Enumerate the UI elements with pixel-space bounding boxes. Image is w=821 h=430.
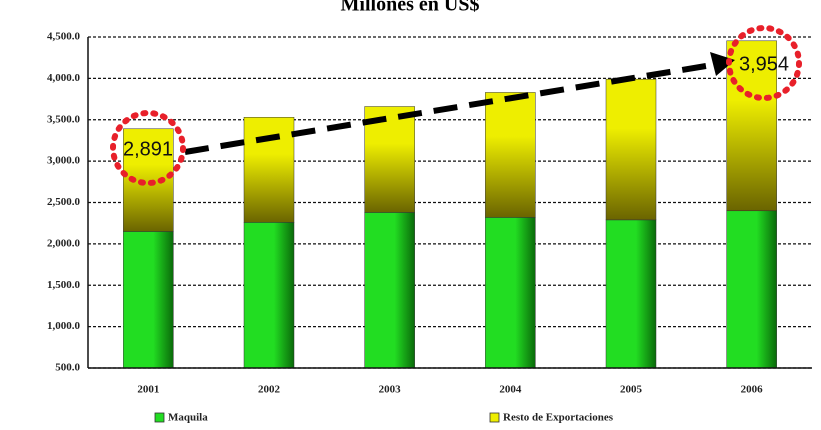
bar-segment: [485, 92, 536, 218]
plot-area: 500.0 1,000.0 1,500.0 2,000.0 2,500.0 3,000.0…: [47, 31, 812, 424]
y-tick-label: 1,500.0: [47, 279, 81, 291]
y-tick-label: 4,000.0: [47, 72, 81, 84]
trend-arrow: [184, 61, 719, 155]
bar-segment: [726, 210, 777, 369]
x-tick-label: 2004: [499, 384, 522, 396]
bar-segment: [485, 217, 536, 369]
y-tick-label: 500.0: [55, 362, 80, 374]
x-tick-label: 2006: [741, 384, 764, 396]
y-tick-label: 3,500.0: [47, 113, 81, 125]
annotation: 2,891: [123, 138, 173, 160]
legend-label: Maquila: [168, 412, 208, 424]
x-tick-label: 2005: [620, 384, 643, 396]
y-tick-label: 2,000.0: [47, 237, 81, 249]
bar-segment: [605, 78, 657, 221]
x-tick-label: 2001: [137, 384, 159, 396]
bar-segment: [243, 222, 295, 369]
bar-segment: [726, 40, 777, 212]
annotations: 2,891 3,954: [110, 25, 802, 186]
bar-segment: [123, 231, 174, 369]
y-tick-label: 1,000.0: [47, 320, 81, 332]
bar-segment: [364, 106, 415, 213]
legend-swatch: [489, 412, 500, 423]
bar-segment: [243, 117, 295, 223]
highlight-circle: [726, 25, 802, 101]
bar-segment: [605, 219, 657, 369]
legend-swatch: [154, 412, 165, 423]
bar-segment: [364, 212, 415, 369]
annotation: 3,954: [739, 53, 789, 75]
x-tick-label: 2003: [379, 384, 402, 396]
y-tick-label: 2,500.0: [47, 196, 81, 208]
highlight-circle: [110, 110, 186, 186]
x-tick-label: 2002: [258, 384, 281, 396]
chart-title: Millones en US$: [341, 0, 480, 16]
legend-label: Resto de Exportaciones: [503, 412, 614, 424]
y-tick-label: 4,500.0: [47, 31, 81, 43]
y-tick-label: 3,000.0: [47, 155, 81, 167]
